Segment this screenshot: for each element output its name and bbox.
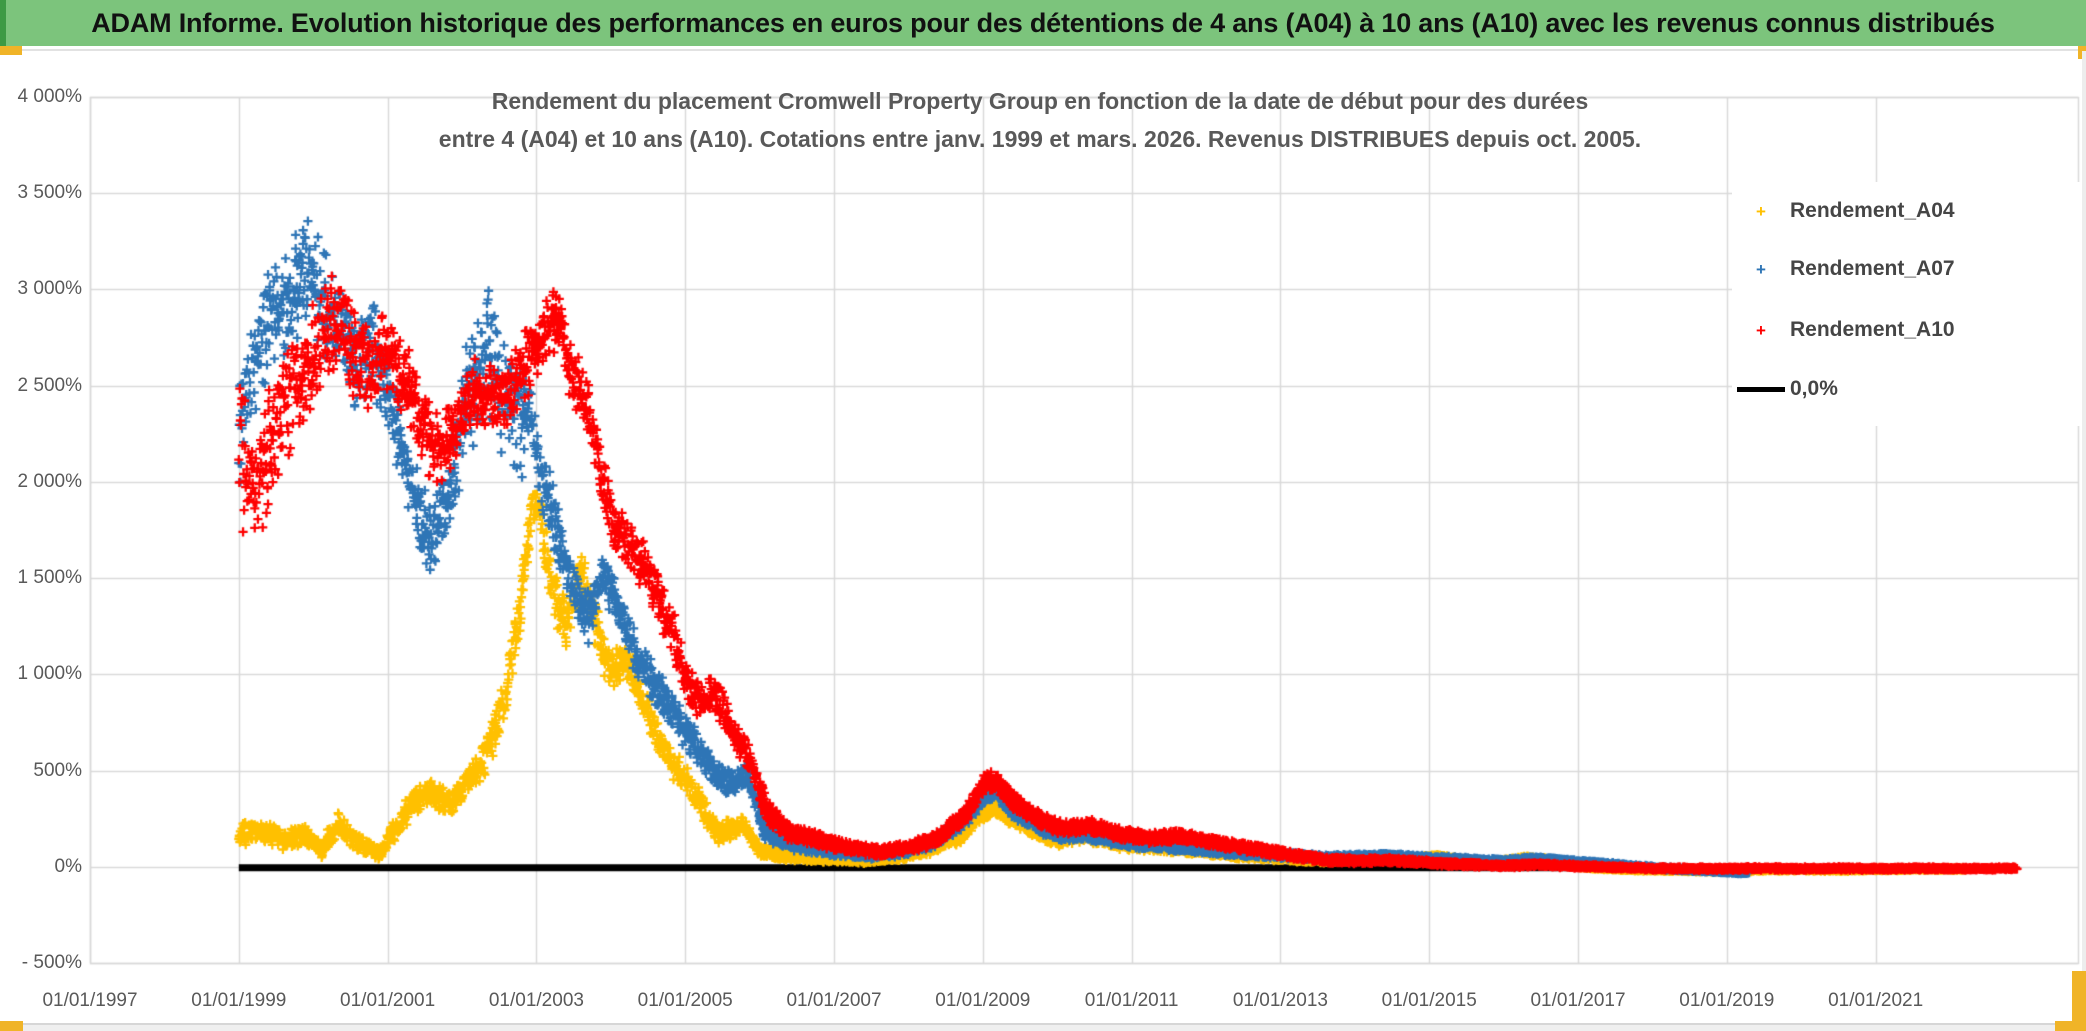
chart-legend: + Rendement_A04 + Rendement_A07 + Rendement_A… <box>1732 182 2080 426</box>
x-tick-label: 01/01/2013 <box>1232 990 1328 1011</box>
accent-bottom-right <box>2055 1021 2086 1031</box>
legend-label: Rendement_A10 <box>1790 318 1955 341</box>
zero-line-icon <box>1737 386 1785 392</box>
legend-item-rendement-a04[interactable]: + Rendement_A04 <box>1732 198 2080 224</box>
plus-marker-icon: + <box>1756 259 1766 279</box>
x-tick-label: 01/01/2003 <box>488 990 584 1011</box>
y-tick-label: 3 000% <box>17 278 82 300</box>
accent-top-left <box>0 46 22 55</box>
accent-bottom-left <box>0 1021 23 1031</box>
x-tick-label: 01/01/2011 <box>1084 990 1179 1011</box>
x-tick-label: 01/01/2017 <box>1530 990 1626 1011</box>
right-edge-strip <box>2082 51 2086 971</box>
accent-right-bar <box>2072 971 2086 1031</box>
y-tick-label: 1 500% <box>17 567 82 589</box>
x-tick-label: 01/01/2005 <box>637 990 733 1011</box>
y-tick-label: 1 000% <box>17 663 82 685</box>
page-title: ADAM Informe. Evolution historique des p… <box>91 7 1995 38</box>
header-dark-notch <box>0 0 6 46</box>
bottom-strip <box>0 1025 2086 1031</box>
chart-title-line1: Rendement du placement Cromwell Property… <box>491 88 1589 114</box>
x-tick-label: 01/01/2009 <box>935 990 1031 1011</box>
legend-label: Rendement_A04 <box>1790 199 1955 222</box>
bottom-divider <box>0 1023 2086 1025</box>
legend-item-0-0-[interactable]: 0,0% <box>1732 376 2080 402</box>
y-tick-label: 3 500% <box>17 182 82 204</box>
chart-title: Rendement du placement Cromwell Property… <box>240 82 1840 158</box>
y-tick-label: 2 500% <box>17 374 82 396</box>
y-tick-label: 2 000% <box>17 470 82 492</box>
y-tick-label: - 500% <box>21 952 82 973</box>
x-tick-label: 01/01/2021 <box>1828 990 1924 1011</box>
y-tick-label: 0% <box>54 855 82 877</box>
plus-marker-icon: + <box>1756 320 1766 340</box>
plus-marker-icon: + <box>1756 201 1766 221</box>
x-tick-label: 01/01/2007 <box>786 990 882 1011</box>
x-tick-label: 01/01/2015 <box>1381 990 1477 1011</box>
x-tick-label: 01/01/1999 <box>191 990 287 1011</box>
x-tick-label: 01/01/2001 <box>340 990 436 1011</box>
y-tick-label: 4 000% <box>17 86 82 107</box>
chart-title-line2: entre 4 (A04) et 10 ans (A10). Cotations… <box>438 126 1642 152</box>
legend-item-rendement-a10[interactable]: + Rendement_A10 <box>1732 317 2080 343</box>
x-tick-label: 01/01/2019 <box>1679 990 1775 1011</box>
header-bar: ADAM Informe. Evolution historique des p… <box>0 0 2086 46</box>
legend-label: Rendement_A07 <box>1790 257 1955 280</box>
x-tick-label: 01/01/1997 <box>42 990 138 1011</box>
legend-label: 0,0% <box>1790 377 1838 400</box>
legend-item-rendement-a07[interactable]: + Rendement_A07 <box>1732 256 2080 282</box>
header-divider <box>0 49 2086 51</box>
y-tick-label: 500% <box>33 759 82 781</box>
